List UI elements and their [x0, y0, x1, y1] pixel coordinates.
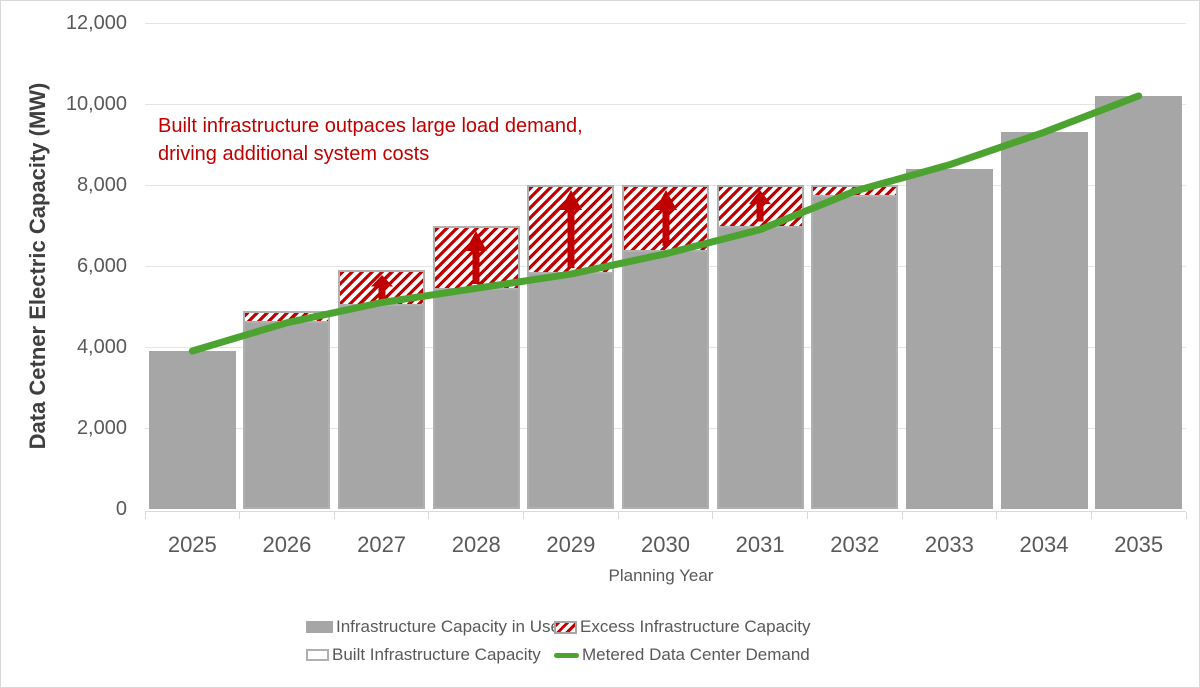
y-tick-label: 6,000 [76, 255, 127, 277]
x-axis-tick [239, 512, 241, 519]
x-tick-label-2033: 2033 [924, 532, 974, 557]
in-use-capacity-fill-2029 [529, 274, 613, 507]
y-tick-label: 12,000 [65, 12, 127, 34]
annotation-text: Built infrastructure outpaces large load… [158, 112, 583, 168]
legend: Infrastructure Capacity in Use Excess Inf… [306, 617, 811, 665]
built-capacity-bar-2032 [811, 185, 899, 509]
x-axis-title: Planning Year [608, 566, 714, 585]
y-tick-label: 8,000 [76, 174, 127, 196]
y-tick-label: 2,000 [76, 417, 127, 439]
x-tick-label-2032: 2032 [830, 532, 880, 557]
x-axis-line [145, 511, 1186, 512]
x-axis-tick [144, 512, 146, 519]
in-use-capacity-bar-2033 [905, 168, 993, 509]
x-axis-tick [617, 512, 619, 519]
y-tick-label: 4,000 [76, 336, 127, 358]
legend-item-gray-fill: Infrastructure Capacity in Use [306, 617, 560, 637]
up-arrow-icon [654, 190, 677, 246]
up-arrow-icon [370, 275, 393, 301]
built-capacity-bar-2031 [716, 185, 804, 509]
x-tick-label-2030: 2030 [641, 532, 690, 557]
plot-area [144, 22, 1187, 519]
built-capacity-bar-2030 [622, 185, 709, 509]
up-arrow-icon [749, 190, 772, 222]
excess-capacity-hatch-2031 [718, 187, 802, 228]
outline-swatch-icon [306, 649, 329, 661]
x-axis-tick [712, 512, 714, 519]
built-capacity-bar-2027 [338, 270, 426, 509]
excess-capacity-hatch-2028 [434, 227, 518, 291]
in-use-capacity-fill-2028 [434, 290, 518, 507]
up-arrow-icon [465, 230, 488, 285]
annotation-line-2: driving additional system costs [158, 143, 430, 165]
x-tick-label-2026: 2026 [262, 532, 312, 557]
legend-item-outline: Built Infrastructure Capacity [306, 645, 554, 665]
x-tick-label-2034: 2034 [1019, 532, 1069, 557]
x-axis-tick [996, 512, 998, 519]
excess-capacity-hatch-2030 [624, 187, 707, 252]
in-use-capacity-fill-2030 [624, 251, 707, 507]
x-axis-tick [901, 512, 903, 519]
x-tick-label-2027: 2027 [357, 532, 407, 557]
annotation-line-1: Built infrastructure outpaces large load… [158, 115, 583, 137]
x-tick-label-2035: 2035 [1114, 532, 1164, 557]
in-use-capacity-bar-2035 [1095, 95, 1183, 509]
green-line-swatch-icon [554, 652, 579, 658]
built-capacity-bar-2026 [243, 310, 331, 509]
y-tick-label: 0 [115, 498, 127, 520]
gridline [145, 22, 1186, 24]
x-tick-label-2025: 2025 [167, 532, 217, 557]
legend-label: Metered Data Center Demand [582, 645, 810, 664]
x-axis-tick [428, 512, 430, 519]
gridline [145, 103, 1186, 105]
legend-label: Excess Infrastructure Capacity [580, 617, 811, 636]
excess-capacity-hatch-2027 [340, 272, 424, 307]
built-capacity-bar-2029 [527, 185, 615, 509]
gray-fill-swatch-icon [306, 621, 333, 633]
excess-capacity-hatch-2032 [813, 187, 897, 198]
x-axis-tick [806, 512, 808, 519]
in-use-capacity-fill-2026 [245, 322, 329, 507]
legend-label: Built Infrastructure Capacity [332, 645, 541, 664]
in-use-capacity-bar-2025 [148, 351, 236, 509]
x-tick-label-2029: 2029 [546, 532, 596, 557]
up-arrow-icon [559, 190, 582, 269]
built-capacity-bar-2028 [432, 225, 520, 509]
x-axis-tick [333, 512, 335, 519]
x-axis-tick [1090, 512, 1092, 519]
x-tick-label-2028: 2028 [451, 532, 501, 557]
legend-item-green-line: Metered Data Center Demand [554, 645, 811, 665]
legend-item-red-hatch: Excess Infrastructure Capacity [554, 617, 811, 637]
legend-label: Infrastructure Capacity in Use [336, 617, 560, 636]
excess-capacity-hatch-2029 [529, 187, 613, 275]
excess-capacity-hatch-2026 [245, 312, 329, 323]
in-use-capacity-fill-2032 [813, 197, 897, 507]
x-axis-tick [1185, 512, 1187, 519]
in-use-capacity-bar-2034 [1000, 132, 1088, 509]
in-use-capacity-fill-2027 [340, 306, 424, 507]
x-axis-tick [523, 512, 525, 519]
y-tick-label: 10,000 [65, 93, 127, 115]
x-tick-label-2031: 2031 [735, 532, 785, 557]
red-hatch-swatch-icon [554, 620, 577, 634]
in-use-capacity-fill-2031 [718, 227, 802, 507]
